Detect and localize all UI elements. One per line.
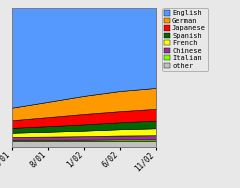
Legend: English, German, Japanese, Spanish, French, Chinese, Italian, other: English, German, Japanese, Spanish, Fren… — [162, 8, 208, 71]
